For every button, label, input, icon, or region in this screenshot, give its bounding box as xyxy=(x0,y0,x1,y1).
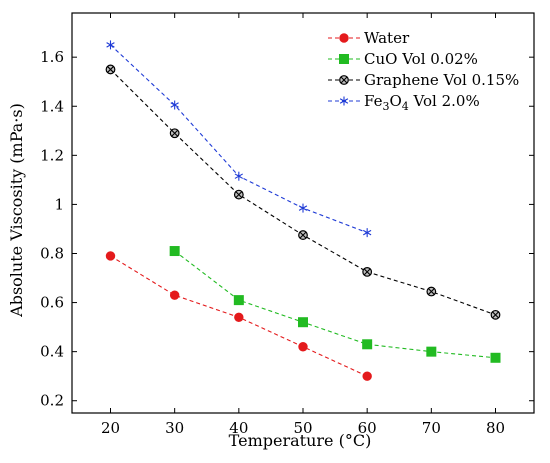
x-tick-label: 80 xyxy=(486,419,505,437)
marker-square xyxy=(490,352,501,363)
legend-label: Graphene Vol 0.15% xyxy=(364,71,519,89)
marker-star xyxy=(298,203,308,213)
y-tick-label: 1.6 xyxy=(40,48,64,66)
x-tick-label: 30 xyxy=(165,419,184,437)
marker-circle xyxy=(234,312,244,322)
marker-circle xyxy=(362,371,372,381)
marker-square xyxy=(339,54,349,64)
legend-item: CuO Vol 0.02% xyxy=(328,50,478,68)
marker-circle-x xyxy=(362,266,373,277)
x-tick-label: 60 xyxy=(358,419,377,437)
x-axis-label: Temperature (°C) xyxy=(229,431,372,450)
series-graphene-vol-0-15- xyxy=(105,64,501,320)
legend-label: Water xyxy=(364,29,410,47)
marker-star xyxy=(106,40,115,50)
legend-item: Fe3O4 Vol 2.0% xyxy=(328,92,480,113)
legend-item: Water xyxy=(328,29,410,47)
series-fe3o4-vol-2-0- xyxy=(106,40,372,238)
marker-square xyxy=(362,339,373,350)
marker-circle xyxy=(105,251,116,261)
legend-label: Fe3O4 Vol 2.0% xyxy=(364,92,480,113)
marker-square xyxy=(233,295,244,306)
marker-square xyxy=(426,346,437,357)
marker-square xyxy=(169,246,180,257)
legend-item: Graphene Vol 0.15% xyxy=(328,71,519,89)
marker-circle-x xyxy=(105,64,116,75)
marker-circle xyxy=(339,33,349,43)
marker-circle-x xyxy=(233,189,244,200)
legend: Water CuO Vol 0.02% Graphene Vol 0.15% Fe3O… xyxy=(328,29,519,113)
marker-circle-x xyxy=(169,128,180,139)
y-tick-label: 0.6 xyxy=(40,294,64,312)
x-tick-label: 40 xyxy=(229,419,248,437)
marker-circle xyxy=(298,342,308,352)
series-line xyxy=(110,44,368,234)
marker-star xyxy=(339,96,349,106)
y-tick-label: 0.2 xyxy=(40,392,64,410)
marker-circle-x xyxy=(426,286,437,297)
marker-star xyxy=(234,171,244,181)
marker-star xyxy=(362,228,372,238)
x-tick-label: 50 xyxy=(293,419,312,437)
marker-circle-x xyxy=(490,309,501,320)
x-tick-label: 70 xyxy=(422,419,441,437)
marker-circle-x xyxy=(298,230,308,240)
marker-square xyxy=(298,317,308,328)
axes: 20 30 40 50 60 70 80 0.2 0.4 0.6 0.8 1 1.2 1.4 1.6 xyxy=(40,12,535,437)
x-tick-label: 20 xyxy=(101,419,120,437)
series-layer xyxy=(105,40,501,381)
marker-circle-x xyxy=(339,75,349,85)
series-water xyxy=(105,251,372,381)
y-tick-label: 1 xyxy=(54,195,64,213)
y-tick-label: 1.4 xyxy=(40,97,64,115)
y-tick-label: 1.2 xyxy=(40,146,64,164)
y-tick-label: 0.4 xyxy=(40,343,64,361)
legend-label: CuO Vol 0.02% xyxy=(364,50,478,68)
marker-circle xyxy=(169,290,180,300)
series-line xyxy=(174,250,496,359)
y-axis-label: Absolute Viscosity (mPa·s) xyxy=(7,103,26,318)
marker-star xyxy=(170,100,179,110)
y-tick-label: 0.8 xyxy=(40,244,64,262)
series-cuo-vol-0-02- xyxy=(169,246,501,363)
